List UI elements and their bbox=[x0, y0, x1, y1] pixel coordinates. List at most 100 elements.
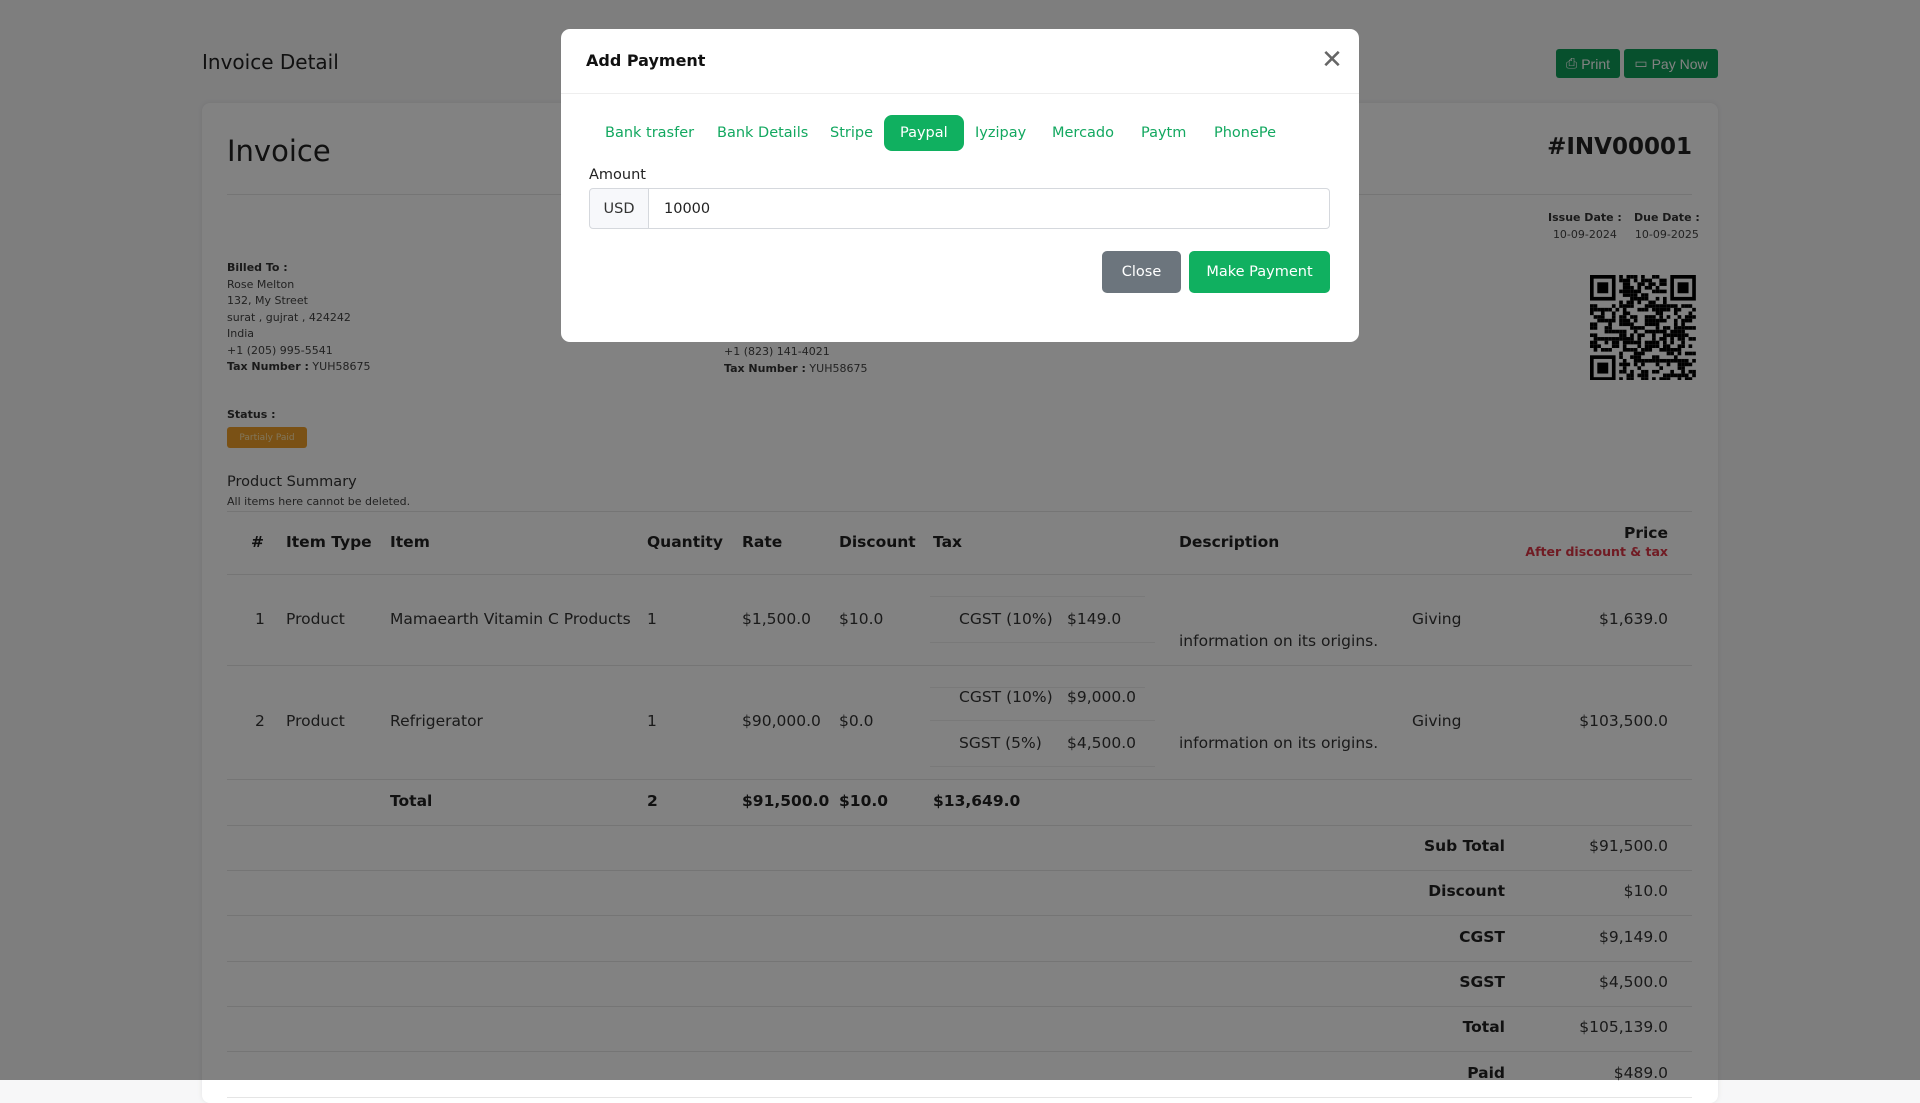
summary-label: CGST bbox=[1459, 927, 1505, 946]
row-tax-name: SGST (5%) bbox=[959, 734, 1042, 752]
header-price: Price bbox=[1623, 524, 1668, 542]
row-description-cont: information on its origins. bbox=[1179, 734, 1379, 752]
total-discount: $10.0 bbox=[839, 792, 889, 810]
billed-to: Billed To : Rose Melton 132, My Street s… bbox=[227, 261, 371, 373]
payment-tab-phonepe[interactable]: PhonePe bbox=[1214, 125, 1277, 141]
row-qty: 1 bbox=[647, 712, 657, 730]
divider bbox=[227, 511, 1692, 512]
printer-icon: ⎙ bbox=[1566, 55, 1578, 71]
payment-tab-paytm[interactable]: Paytm bbox=[1141, 125, 1187, 141]
summary-value: $105,139.0 bbox=[1579, 1018, 1668, 1037]
row-tax-amount: $9,000.0 bbox=[1067, 688, 1137, 706]
header-price-note: After discount & tax bbox=[1525, 544, 1668, 559]
row-description: Giving bbox=[1412, 610, 1462, 628]
summary-value: $4,500.0 bbox=[1598, 972, 1668, 991]
header-item: Item bbox=[390, 533, 430, 551]
payment-tab-mercado[interactable]: Mercado bbox=[1052, 125, 1115, 141]
divider bbox=[227, 915, 1692, 917]
divider bbox=[930, 687, 1145, 688]
header-type: Item Type bbox=[286, 533, 372, 551]
summary-label: Total bbox=[1462, 1018, 1505, 1037]
summary-value: $10.0 bbox=[1623, 882, 1668, 901]
divider bbox=[227, 1096, 1692, 1098]
row-item: Mamaearth Vitamin C Products bbox=[390, 610, 631, 628]
row-type: Product bbox=[286, 610, 345, 628]
modal-title: Add Payment bbox=[586, 51, 706, 70]
row-item: Refrigerator bbox=[390, 712, 483, 730]
row-num: 2 bbox=[255, 712, 265, 730]
make-payment-button[interactable]: Make Payment bbox=[1189, 251, 1330, 293]
header-rate: Rate bbox=[742, 533, 783, 551]
amount-label: Amount bbox=[589, 167, 646, 183]
payment-tab-iyzipay[interactable]: Iyzipay bbox=[975, 125, 1027, 141]
payment-tab-bank-details[interactable]: Bank Details bbox=[717, 125, 809, 141]
header-discount: Discount bbox=[839, 533, 916, 551]
issue-date: 10-09-2024 bbox=[1552, 227, 1617, 241]
divider bbox=[227, 1005, 1692, 1007]
row-discount: $10.0 bbox=[839, 610, 884, 628]
row-price: $103,500.0 bbox=[1579, 712, 1668, 730]
row-rate: $1,500.0 bbox=[742, 610, 812, 628]
close-icon[interactable]: ✕ bbox=[1321, 45, 1343, 75]
divider bbox=[227, 960, 1692, 962]
divider bbox=[930, 720, 1155, 721]
invoice-title: Invoice bbox=[227, 134, 331, 168]
row-tax-amount: $4,500.0 bbox=[1067, 734, 1137, 752]
summary-label: Sub Total bbox=[1423, 837, 1505, 855]
header-tax: Tax bbox=[933, 533, 963, 551]
divider bbox=[930, 766, 1155, 767]
issue-date-label: Issue Date : bbox=[1548, 211, 1622, 224]
divider bbox=[227, 1051, 1692, 1053]
row-tax-amount: $149.0 bbox=[1067, 610, 1122, 628]
divider bbox=[227, 665, 1692, 666]
amount-input[interactable] bbox=[649, 188, 1330, 229]
row-description-cont: information on its origins. bbox=[1179, 632, 1379, 650]
summary-label: Discount bbox=[1428, 882, 1505, 901]
product-summary-title: Product Summary bbox=[227, 474, 357, 490]
row-type: Product bbox=[286, 712, 345, 730]
row-description: Giving bbox=[1412, 712, 1462, 730]
qr-code bbox=[1590, 275, 1696, 380]
summary-label: Paid bbox=[1467, 1063, 1505, 1082]
billed-from: +1 (823) 141-4021 Tax Number : YUH58675 bbox=[724, 345, 868, 375]
row-discount: $0.0 bbox=[839, 712, 874, 730]
divider bbox=[227, 779, 1692, 780]
total-rate: $91,500.0 bbox=[742, 792, 830, 810]
pay-now-button[interactable]: ▭ Pay Now bbox=[1624, 49, 1718, 78]
invoice-number: #INV00001 bbox=[1547, 134, 1692, 160]
header-num: # bbox=[251, 533, 264, 551]
payment-tab-bank-trasfer[interactable]: Bank trasfer bbox=[605, 125, 695, 141]
add-payment-modal: Add Payment ✕ Bank trasfer Bank Details St… bbox=[561, 29, 1359, 342]
divider bbox=[227, 574, 1692, 575]
divider bbox=[930, 596, 1145, 597]
total-tax: $13,649.0 bbox=[933, 792, 1021, 810]
header-qty: Quantity bbox=[647, 533, 723, 551]
divider bbox=[227, 870, 1692, 871]
row-tax-name: CGST (10%) bbox=[959, 610, 1053, 628]
close-button[interactable]: Close bbox=[1102, 251, 1181, 293]
payment-tab-paypal[interactable]: Paypal bbox=[884, 115, 964, 151]
header-desc: Description bbox=[1179, 533, 1280, 551]
due-date: 10-09-2025 bbox=[1634, 227, 1699, 241]
currency-prefix: USD bbox=[589, 188, 649, 229]
print-button[interactable]: ⎙ Print bbox=[1556, 49, 1620, 78]
product-summary-note: All items here cannot be deleted. bbox=[227, 495, 411, 508]
row-price: $1,639.0 bbox=[1598, 610, 1668, 628]
summary-value: $489.0 bbox=[1613, 1063, 1668, 1082]
credit-card-icon: ▭ bbox=[1634, 55, 1648, 71]
payment-tab-stripe[interactable]: Stripe bbox=[830, 125, 874, 141]
row-rate: $90,000.0 bbox=[742, 712, 821, 730]
status-badge: Partialy Paid bbox=[227, 427, 307, 448]
summary-label: SGST bbox=[1459, 972, 1505, 991]
divider bbox=[930, 642, 1155, 643]
status-label: Status : bbox=[227, 408, 276, 421]
row-num: 1 bbox=[255, 610, 265, 628]
divider bbox=[227, 825, 1692, 826]
total-label: Total bbox=[390, 792, 433, 810]
total-qty: 2 bbox=[647, 792, 658, 810]
due-date-label: Due Date : bbox=[1634, 211, 1700, 224]
row-tax-name: CGST (10%) bbox=[959, 688, 1053, 706]
page-title: Invoice Detail bbox=[202, 50, 339, 74]
row-qty: 1 bbox=[647, 610, 657, 628]
summary-value: $91,500.0 bbox=[1589, 837, 1668, 855]
